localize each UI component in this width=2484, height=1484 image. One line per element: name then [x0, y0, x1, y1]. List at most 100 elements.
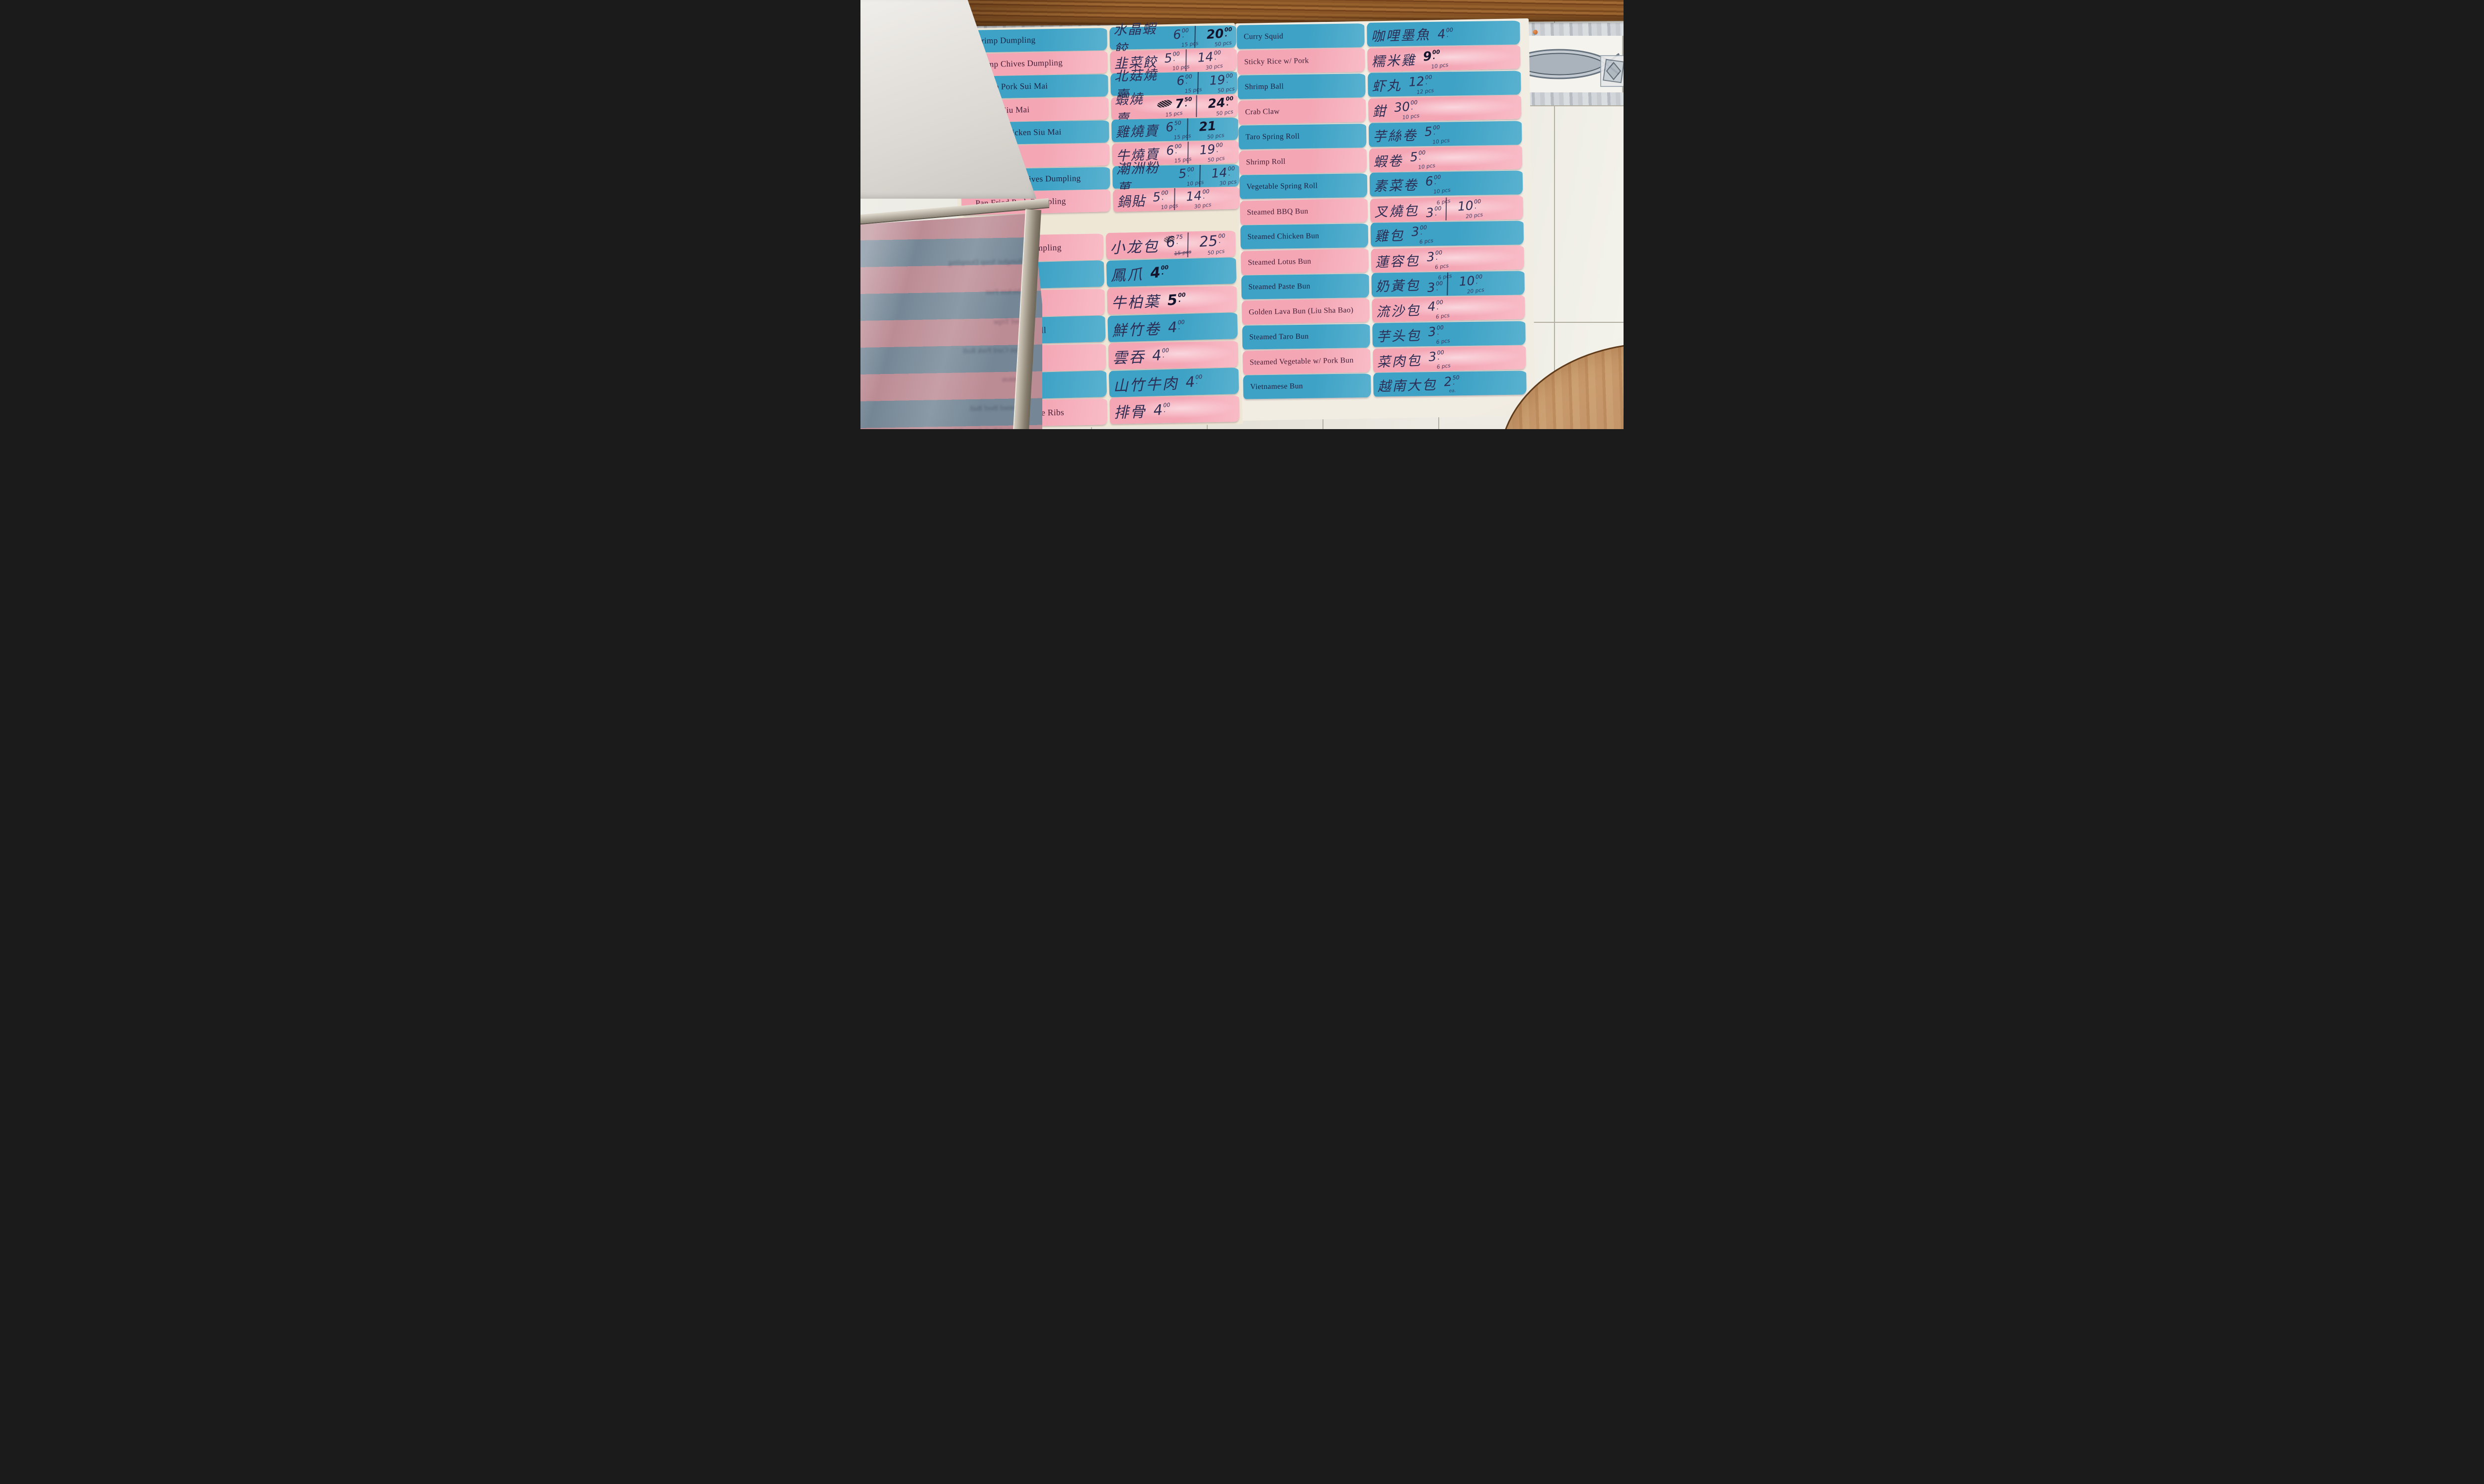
menu-strip-english: Steamed Chicken Bun	[1240, 223, 1369, 250]
price-integer: 5	[1166, 291, 1178, 309]
handwritten-price: 3 00.	[1411, 224, 1427, 239]
menu-strip-chinese-price: 叉燒包 3 00. 6 pcs 10 00. 20 pcs	[1370, 195, 1524, 223]
price-integer: 6	[1165, 143, 1175, 158]
menu-strip-chinese-price: 蓮容包 3 00. 6 pcs	[1371, 245, 1525, 273]
price-dot: .	[1435, 253, 1438, 262]
price-integer: 19	[1209, 72, 1226, 88]
quantity-label: 50 pcs	[1207, 248, 1225, 257]
price-integer: 14	[1211, 165, 1228, 181]
price-integer: 4	[1150, 264, 1161, 282]
handwritten-price: 6 00.	[1165, 143, 1182, 158]
price-divider-line	[1186, 119, 1188, 141]
price-integer: 3	[1425, 205, 1435, 220]
quantity-label: 6 pcs	[1436, 362, 1451, 371]
price-integer: 3	[1426, 249, 1435, 264]
price-dot: .	[1187, 170, 1190, 178]
menu-column-right: Curry Squid 咖哩墨魚 4 00. Sticky Rice w/ Por…	[1237, 20, 1527, 401]
menu-strip-chinese-price: 潮洲粉菓 5 00. 10 pcs 14 00. 30 pcs	[1112, 160, 1240, 197]
price-block-small-qty: 3 00. 6 pcs	[1425, 198, 1451, 220]
menu-item-name-zh: 雲吞	[1112, 348, 1146, 367]
handwritten-price: 6 00.	[1176, 73, 1193, 88]
menu-item-name-en: Crab Claw	[1245, 107, 1280, 117]
quantity-label: 10 pcs	[1186, 179, 1204, 187]
menu-strip-chinese-price: 蝦燒賣 7 50. 15 pcs 24 00. 50 pcs	[1110, 91, 1238, 127]
menu-item-name-zh: 鮮竹卷	[1111, 320, 1162, 340]
price-block-small-qty: 7 50. 15 pcs	[1156, 96, 1193, 118]
menu-item-name-zh: 鉗	[1372, 103, 1388, 120]
price-block-large-qty: 14 00. 30 pcs	[1185, 188, 1212, 210]
handwritten-price: 12 00.	[1408, 74, 1432, 89]
handwritten-price: 5 00.	[1152, 189, 1169, 204]
menu-strip-chinese-price: 蝦卷 5 00. 10 pcs	[1369, 145, 1523, 173]
price-integer: 4	[1437, 26, 1446, 42]
price-dot: .	[1436, 303, 1439, 311]
price-dot: .	[1474, 202, 1477, 211]
price-dot: .	[1224, 30, 1228, 39]
handwritten-price: 4 00.	[1185, 373, 1203, 391]
price-dot: .	[1437, 328, 1440, 337]
menu-strip-english: Sticky Rice w/ Pork	[1237, 48, 1365, 75]
price-block-small-qty: 4 00.	[1167, 319, 1185, 336]
price-divider-line	[1196, 95, 1197, 117]
handwritten-price: 4 00.	[1437, 26, 1454, 42]
price-dot: .	[1436, 284, 1439, 293]
price-dot: .	[1226, 76, 1229, 85]
handwritten-price: 10 00.	[1457, 198, 1482, 214]
glass-reflection-text: Chicken Feet	[986, 288, 1026, 297]
menu-strip-chinese-price: 流沙包 4 00. 6 pcs	[1372, 295, 1526, 323]
menu-item-name-en: Steamed Paste Bun	[1248, 282, 1311, 292]
menu-item-name-zh: 山竹牛肉	[1112, 374, 1179, 395]
price-dot: .	[1162, 351, 1165, 360]
menu-item-name-zh: 虾丸	[1371, 77, 1402, 94]
glass-reflection: Shanghai Soup Dumpling Chicken Feet Beef T…	[860, 214, 1042, 429]
menu-strip-english: Shrimp Ball	[1238, 73, 1366, 99]
price-integer: 10	[1457, 198, 1474, 214]
quantity-label: 15 pcs	[1164, 110, 1183, 118]
handwritten-price: 3 00.	[1426, 249, 1443, 264]
price-block-small-qty: 4 00.	[1152, 347, 1169, 364]
price-dot: .	[1214, 53, 1217, 62]
handwritten-price: 25 00.	[1198, 232, 1226, 251]
handwritten-price: 30 00.	[1394, 99, 1418, 114]
price-dot: .	[1161, 269, 1164, 277]
price-block-small-qty: 3 00. 6 pcs	[1411, 224, 1434, 245]
price-block-small-qty: 3 00. 6 pcs	[1427, 273, 1452, 295]
price-block-small-qty: 3 00. 6 pcs	[1426, 249, 1449, 270]
menu-strip-english: Steamed Taro Bun	[1242, 323, 1370, 350]
price-block-small-qty: 3 00. 6 pcs	[1428, 324, 1451, 345]
price-integer: 21	[1198, 118, 1217, 135]
quantity-label: 15 pcs	[1184, 86, 1202, 95]
quantity-label: 10 pcs	[1433, 187, 1451, 195]
price-dot: .	[1226, 99, 1230, 108]
menu-strip-chinese-price: 鉗 30 00. 10 pcs	[1368, 95, 1522, 123]
accent-tile	[1600, 55, 1624, 87]
price-block-small-qty: 5 00. 10 pcs	[1409, 149, 1436, 170]
glass-display-case: Shanghai Soup Dumpling Chicken Feet Beef T…	[860, 192, 1061, 429]
handwritten-price: 14 00.	[1197, 49, 1222, 65]
price-block-large-qty: 10 00. 20 pcs	[1459, 273, 1484, 295]
price-dot: .	[1434, 209, 1438, 218]
menu-item-name-zh: 雞包	[1374, 228, 1405, 244]
handwritten-price: 5 00.	[1409, 149, 1426, 164]
price-block-small-qty: 5 00.	[1166, 291, 1186, 309]
price-dot: .	[1433, 128, 1436, 137]
menu-item-name-zh: 牛柏葉	[1111, 293, 1161, 312]
menu-item-name-zh: 素菜卷	[1373, 177, 1419, 195]
price-block-small-qty: 6 00. 15 pcs	[1173, 27, 1199, 48]
menu-strip-chinese-price: 雲吞 4 00.	[1108, 340, 1239, 370]
handwritten-price: 24 00.	[1207, 95, 1234, 111]
menu-strip-english: Steamed Lotus Bun	[1241, 248, 1369, 275]
price-integer: 3	[1428, 349, 1437, 365]
handwritten-price: 5 00.	[1178, 166, 1195, 181]
price-block-small-qty: 2 50. ea.	[1443, 374, 1460, 394]
menu-item-name-zh: 叉燒包	[1374, 203, 1419, 220]
menu-item-name-zh: 鍋貼	[1116, 193, 1147, 211]
handwritten-price: 3 00.	[1425, 205, 1442, 220]
menu-strip-chinese-price: 奶黃包 3 00. 6 pcs 10 00. 20 pcs	[1371, 271, 1525, 297]
menu-strip-chinese-price: 咖哩墨魚 4 00.	[1367, 20, 1520, 47]
menu-strip-chinese-price: 糯米雞 9 00. 10 pcs	[1367, 45, 1521, 73]
price-dot: .	[1163, 406, 1166, 415]
menu-strip-chinese-price: 水晶蝦餃 6 00. 15 pcs 20 00. 50 pcs	[1109, 21, 1237, 58]
price-dot: .	[1175, 238, 1179, 246]
menu-row: Vietnamese Bun 越南大包 2 50. ea.	[1243, 371, 1527, 401]
